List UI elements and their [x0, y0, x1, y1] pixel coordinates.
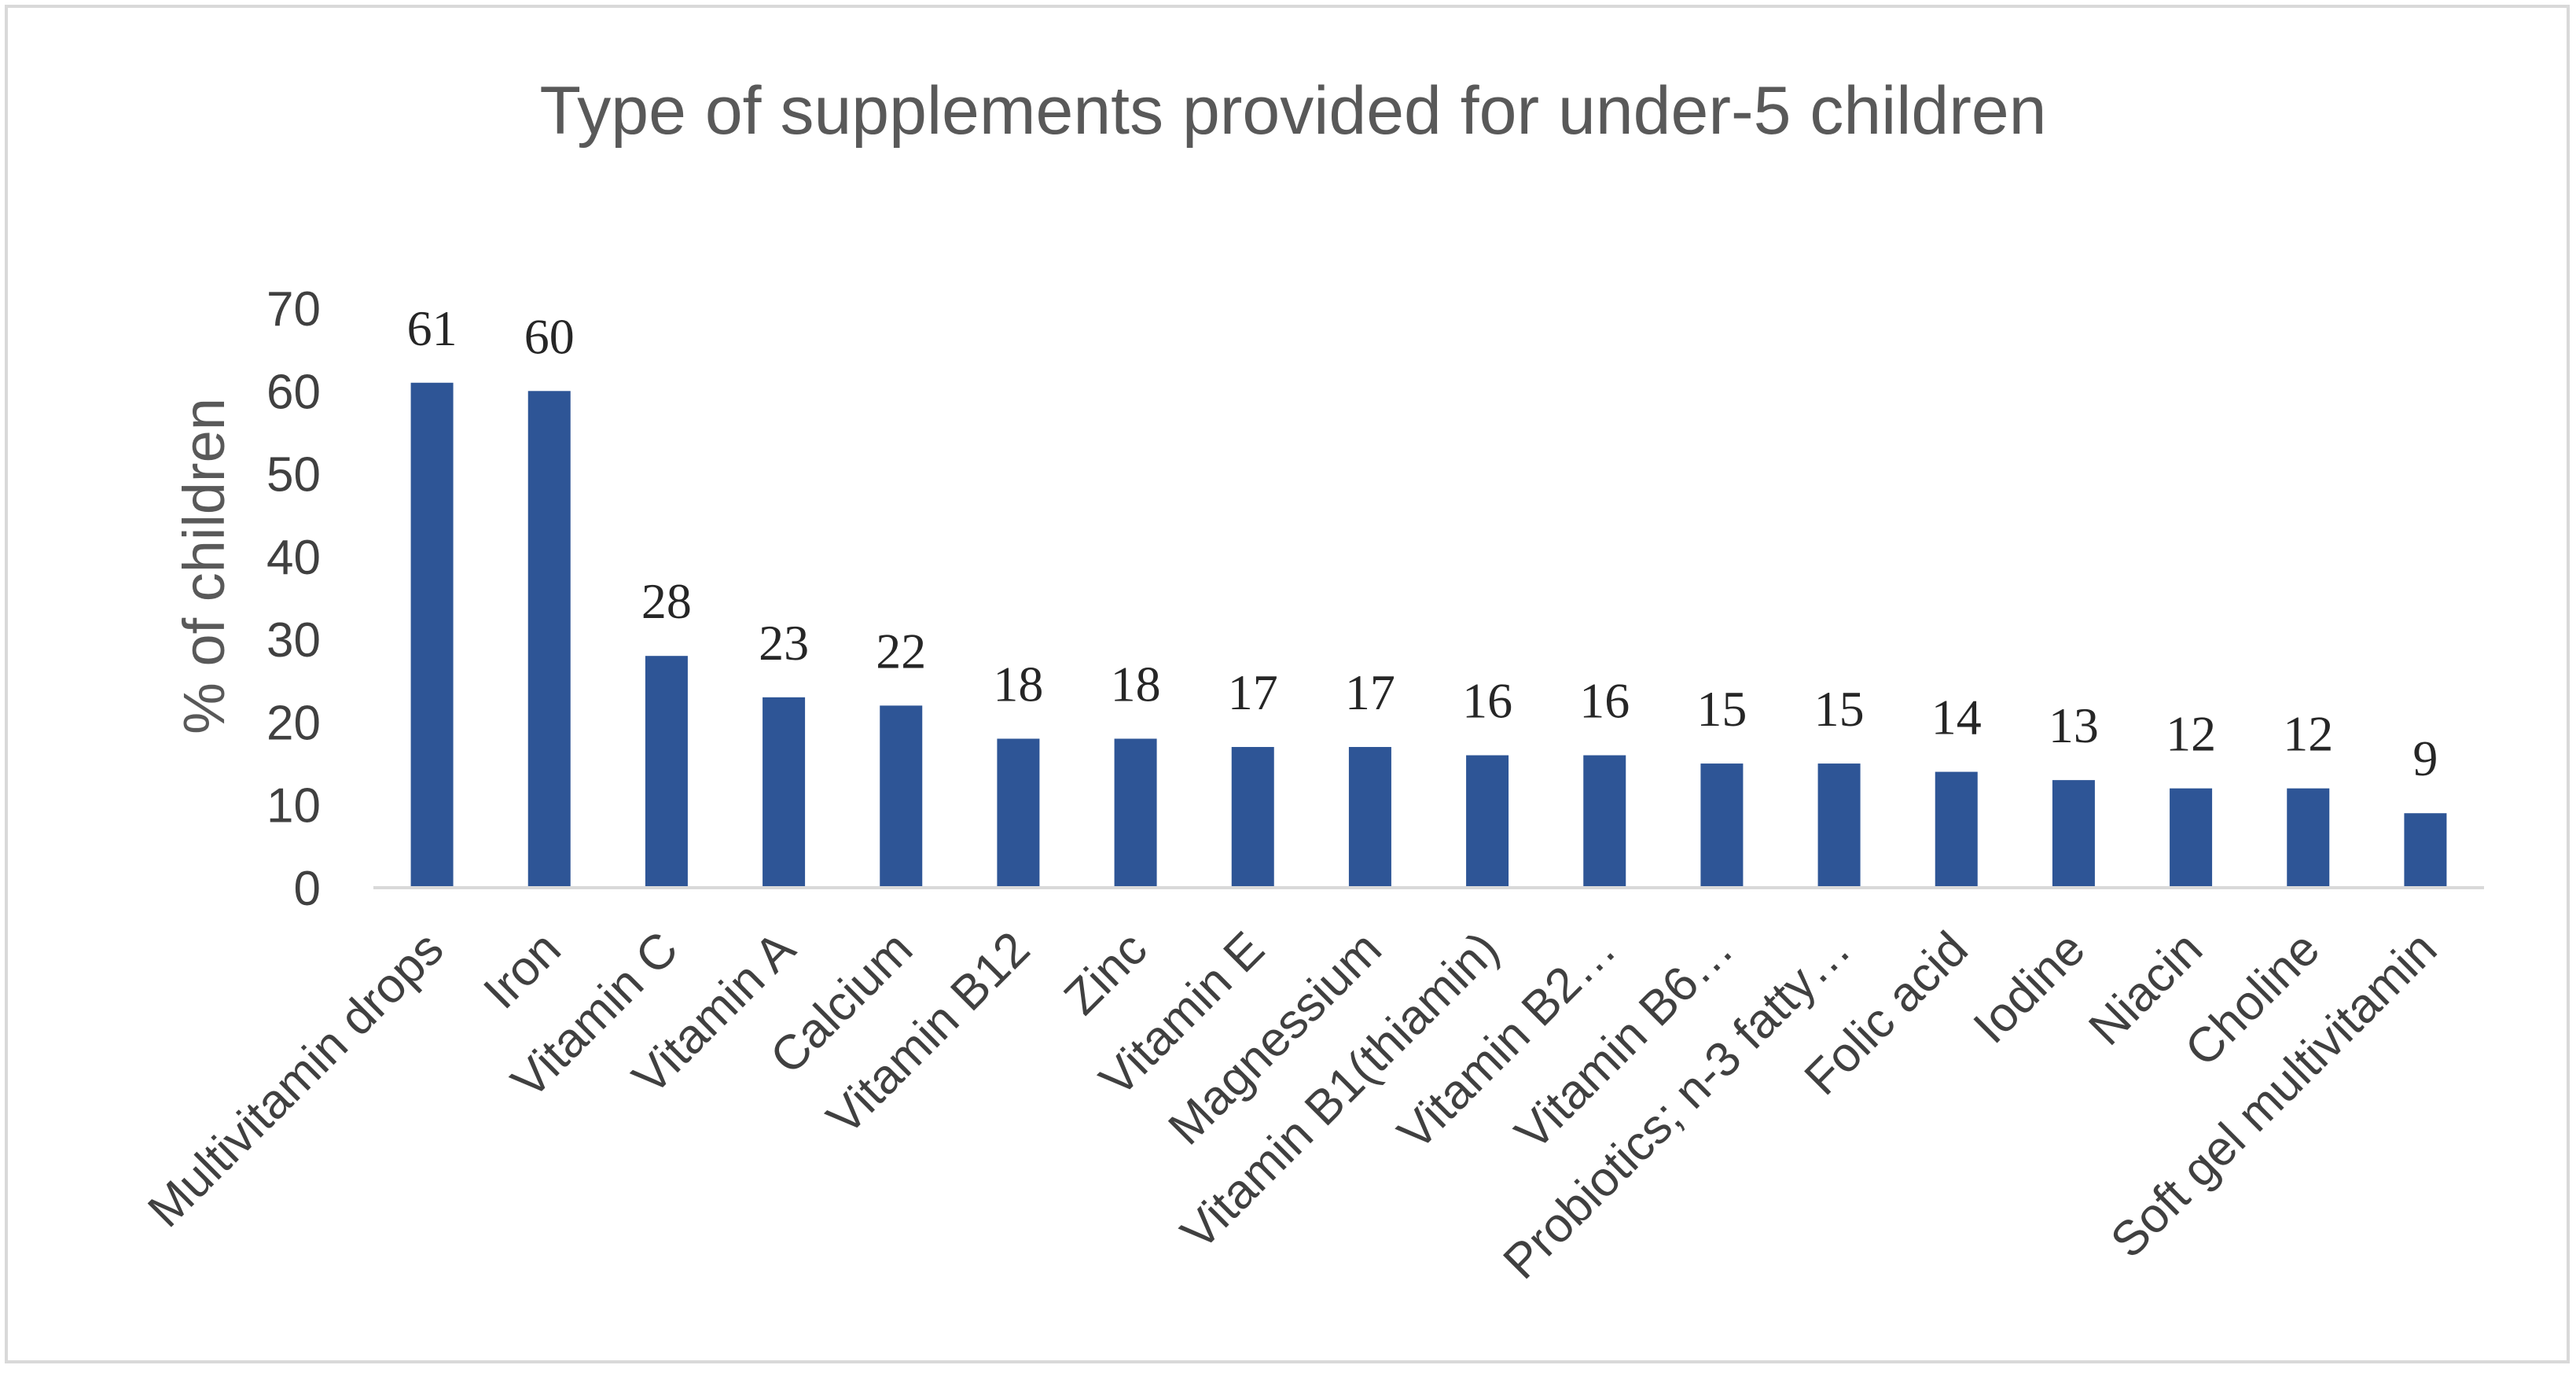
bar: [1466, 755, 1509, 888]
y-tick-label: 20: [266, 696, 321, 750]
bar: [1114, 738, 1157, 888]
bar-data-label: 22: [876, 623, 926, 679]
data-labels-group: 61 60 28 23 22 18 18 17 17 16 16 15 15 14 13 12 12 9: [407, 300, 2438, 786]
bar-data-label: 60: [524, 308, 575, 364]
bar: [1231, 747, 1274, 888]
bar-data-label: 12: [2283, 706, 2333, 762]
bar-data-label: 16: [1579, 673, 1630, 729]
y-tick-label: 50: [266, 448, 321, 502]
y-tick-label: 10: [266, 779, 321, 833]
bar-data-label: 14: [1931, 690, 1982, 745]
bar-data-label: 23: [759, 615, 809, 671]
chart-title: Type of supplements provided for under-5…: [540, 73, 2047, 149]
bar: [2287, 788, 2330, 888]
bar: [880, 705, 923, 888]
bar-data-label: 16: [1462, 673, 1512, 729]
bar: [1817, 763, 1861, 888]
y-axis-label: % of children: [171, 398, 237, 734]
bar: [1583, 755, 1626, 888]
bar-data-label: 18: [993, 656, 1043, 712]
y-tick-label: 40: [266, 531, 321, 585]
bars-group: [410, 382, 2447, 888]
bar-data-label: 13: [2049, 697, 2099, 753]
y-tick-label: 30: [266, 613, 321, 668]
bar: [997, 738, 1040, 888]
bar-data-label: 15: [1696, 681, 1747, 737]
bar: [2170, 788, 2213, 888]
bar-data-label: 17: [1228, 664, 1278, 720]
bar-data-label: 61: [407, 300, 458, 356]
bar: [645, 656, 688, 888]
bar-data-label: 9: [2412, 730, 2438, 786]
bar-data-label: 15: [1814, 681, 1865, 737]
bar: [1935, 771, 1978, 888]
bar: [1700, 763, 1744, 888]
bar-data-label: 28: [641, 573, 692, 629]
bar-data-label: 17: [1345, 664, 1395, 720]
y-tick-label: 70: [266, 282, 321, 337]
bar: [2404, 813, 2447, 888]
bar: [527, 391, 571, 888]
bar-data-label: 12: [2166, 706, 2216, 762]
bar: [2052, 780, 2095, 888]
bar-data-label: 18: [1111, 656, 1161, 712]
y-tick-label: 0: [294, 862, 321, 916]
bar: [410, 382, 454, 888]
y-axis-ticks: 0 10 20 30 40 50 60 70: [266, 282, 321, 916]
bar: [1348, 747, 1391, 888]
bar: [763, 697, 806, 888]
y-tick-label: 60: [266, 365, 321, 419]
